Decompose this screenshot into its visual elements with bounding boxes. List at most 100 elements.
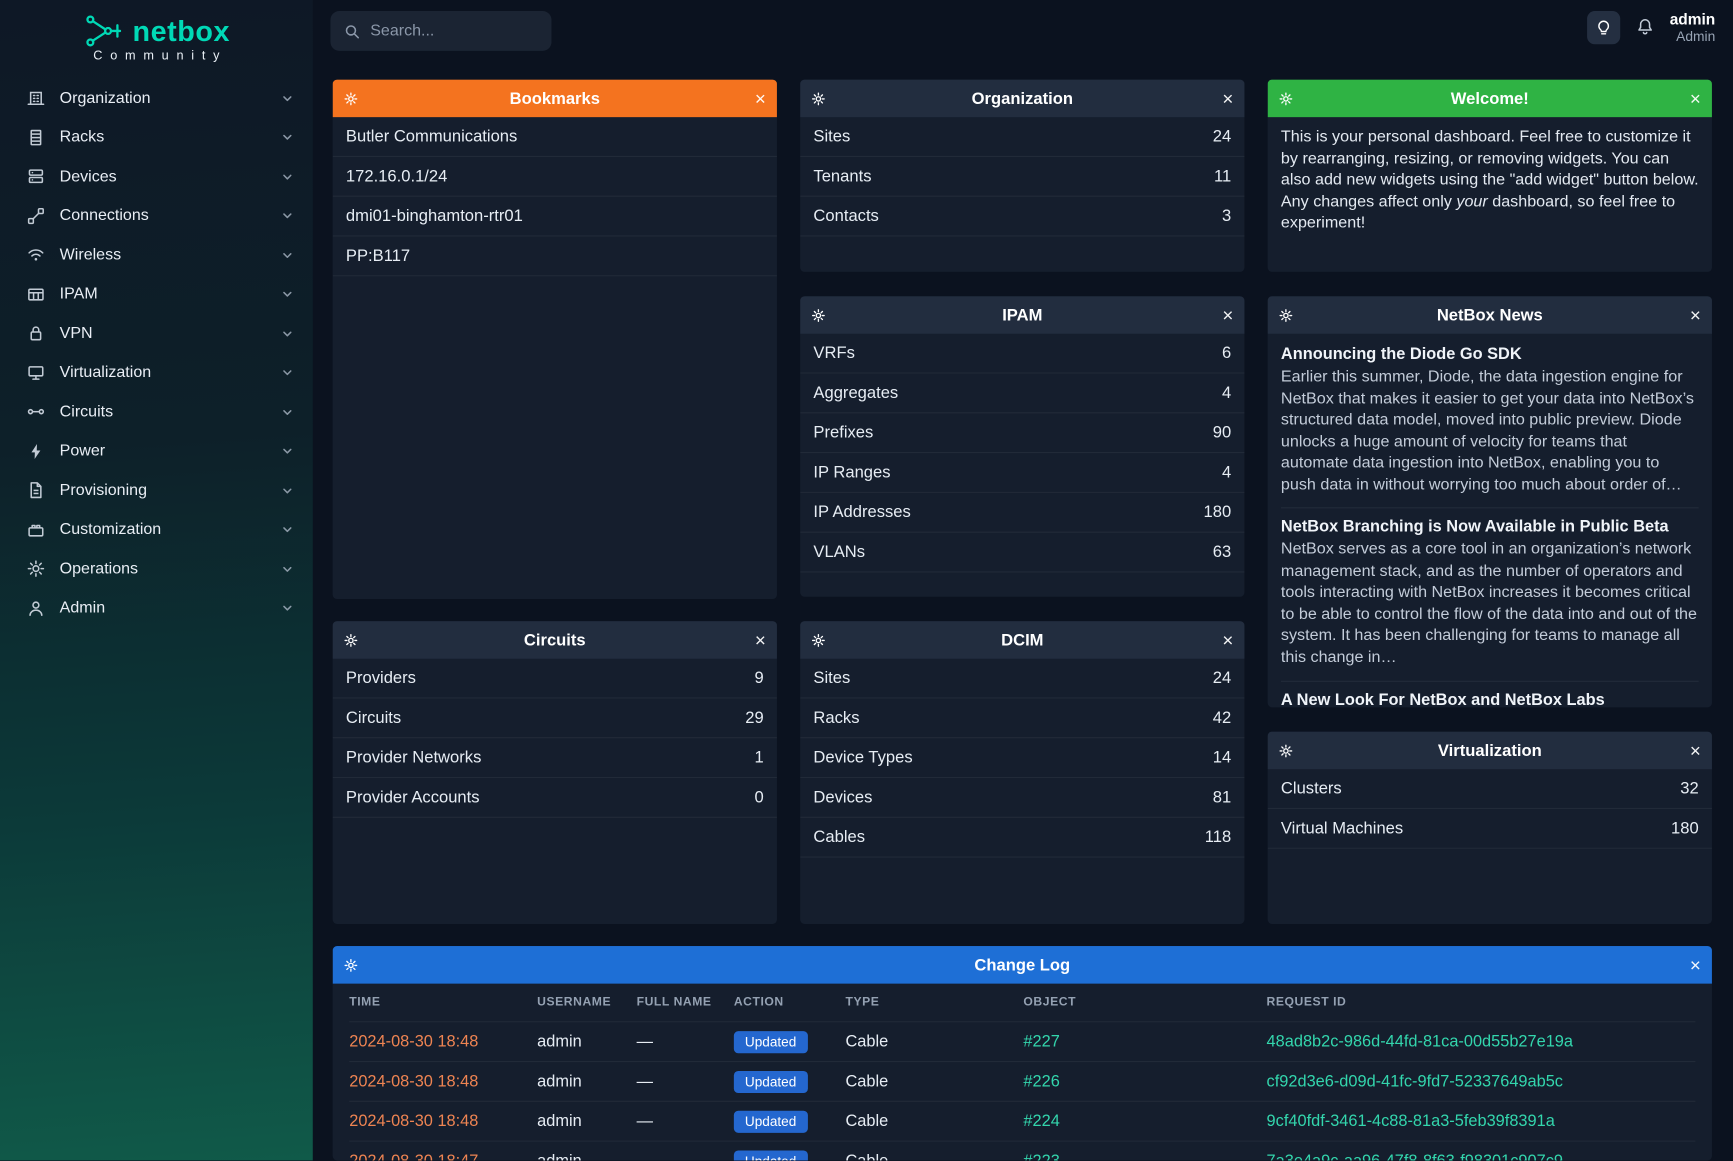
widget-header[interactable]: Circuits × (332, 621, 777, 659)
close-icon[interactable]: × (754, 87, 766, 109)
stat-label[interactable]: Virtual Machines (1280, 818, 1404, 838)
sidebar-item-ipam[interactable]: IPAM (0, 275, 313, 314)
gear-icon[interactable] (344, 633, 358, 647)
search-input[interactable] (370, 22, 539, 40)
changelog-time-link[interactable]: 2024-08-30 18:48 (349, 1072, 479, 1091)
bookmark-item[interactable]: 172.16.0.1/24 (332, 157, 777, 197)
sidebar-item-label: Wireless (59, 246, 122, 264)
stat-label[interactable]: IP Ranges (813, 463, 891, 482)
gear-icon[interactable] (811, 308, 825, 322)
news-headline-link[interactable]: NetBox Branching is Now Available in Pub… (1280, 518, 1669, 537)
news-headline-link[interactable]: Announcing the Diode Go SDK (1280, 345, 1522, 364)
connections-icon (27, 206, 46, 225)
sidebar-item-provisioning[interactable]: Provisioning (0, 471, 313, 510)
close-icon[interactable]: × (1222, 304, 1234, 326)
gear-icon[interactable] (1279, 308, 1293, 322)
changelog-request-id-link[interactable]: 48ad8b2c-986d-44fd-81ca-00d55b27e19a (1266, 1032, 1574, 1051)
bookmark-item[interactable]: Butler Communications (332, 117, 777, 157)
sidebar-item-vpn[interactable]: VPN (0, 314, 313, 353)
changelog-time-link[interactable]: 2024-08-30 18:48 (349, 1032, 479, 1051)
gear-icon[interactable] (1279, 743, 1293, 757)
stat-label[interactable]: Providers (345, 668, 416, 688)
changelog-request-id-link[interactable]: cf92d3e6-d09d-41fc-9fd7-52337649ab5c (1266, 1072, 1563, 1091)
sidebar-item-connections[interactable]: Connections (0, 196, 313, 235)
stat-label[interactable]: Clusters (1280, 779, 1342, 798)
user-menu[interactable]: admin Admin (1670, 10, 1716, 45)
chevron-down-icon (280, 600, 295, 615)
sidebar-item-power[interactable]: Power (0, 432, 313, 471)
changelog-time-link[interactable]: 2024-08-30 18:47 (349, 1152, 537, 1160)
changelog-object-link[interactable]: #227 (1023, 1032, 1060, 1051)
news-headline-link[interactable]: A New Look For NetBox and NetBox Labs (1280, 691, 1605, 708)
stat-label[interactable]: Provider Accounts (345, 788, 480, 807)
widget-header[interactable]: Virtualization × (1267, 731, 1712, 770)
changelog-full-name: — (636, 1112, 653, 1131)
widget-header[interactable]: DCIM × (800, 621, 1245, 659)
close-icon[interactable]: × (1222, 87, 1234, 109)
close-icon[interactable]: × (1689, 954, 1701, 976)
bookmark-item[interactable]: PP:B117 (332, 237, 777, 277)
stat-label[interactable]: Circuits (345, 708, 402, 728)
stat-label[interactable]: Provider Networks (345, 748, 482, 768)
gear-icon[interactable] (344, 91, 358, 105)
sidebar-item-label: Provisioning (59, 481, 147, 500)
stat-label[interactable]: Devices (813, 788, 873, 807)
close-icon[interactable]: × (1689, 739, 1701, 761)
gear-icon[interactable] (344, 958, 358, 972)
changelog-object-link[interactable]: #223 (1023, 1152, 1266, 1160)
close-icon[interactable]: × (1222, 629, 1234, 651)
sidebar-item-racks[interactable]: Racks (0, 118, 313, 157)
gear-icon[interactable] (811, 633, 825, 647)
stat-row: Devices 81 (800, 778, 1245, 818)
stat-label[interactable]: VLANs (813, 542, 866, 562)
widget-header[interactable]: IPAM × (800, 296, 1245, 334)
stat-row: Provider Networks 1 (332, 738, 777, 779)
stat-label[interactable]: Aggregates (813, 383, 899, 403)
changelog-object-link[interactable]: #226 (1023, 1072, 1060, 1091)
widget-header[interactable]: Change Log × (332, 946, 1712, 984)
close-icon[interactable]: × (754, 629, 766, 651)
stat-label[interactable]: VRFs (813, 343, 855, 363)
stat-label[interactable]: Sites (813, 127, 851, 146)
stat-label[interactable]: Prefixes (813, 423, 874, 443)
sidebar-item-customization[interactable]: Customization (0, 510, 313, 549)
change-log-table: TIME USERNAME FULL NAME ACTION TYPE OBJE… (333, 984, 1712, 1161)
chevron-down-icon (280, 483, 295, 498)
changelog-time-link[interactable]: 2024-08-30 18:48 (349, 1112, 479, 1131)
stat-label[interactable]: Contacts (813, 206, 879, 226)
column-header: OBJECT (1023, 995, 1077, 1010)
sidebar-item-wireless[interactable]: Wireless (0, 235, 313, 274)
chevron-down-icon (280, 90, 295, 105)
widget-header[interactable]: Organization × (800, 79, 1245, 118)
close-icon[interactable]: × (1689, 87, 1701, 109)
changelog-request-id-link[interactable]: 7a3e4a9c-aa96-47f8-8f63-f98301c907c9 (1267, 1152, 1696, 1160)
widget-header[interactable]: NetBox News × (1267, 296, 1712, 334)
changelog-object-link[interactable]: #224 (1023, 1112, 1060, 1131)
sidebar-item-virtualization[interactable]: Virtualization (0, 353, 313, 392)
sidebar-item-devices[interactable]: Devices (0, 157, 313, 196)
changelog-full-name: — (636, 1072, 653, 1091)
sidebar-item-organization[interactable]: Organization (0, 78, 313, 117)
bookmark-item[interactable]: dmi01-binghamton-rtr01 (332, 197, 777, 237)
netbox-logo[interactable]: netbox Community (0, 0, 313, 63)
stat-label[interactable]: Cables (813, 827, 866, 847)
stat-label[interactable]: Device Types (813, 748, 913, 768)
news-item: NetBox Branching is Now Available in Pub… (1280, 509, 1699, 682)
sidebar-item-operations[interactable]: Operations (0, 549, 313, 588)
sidebar-item-admin[interactable]: Admin (0, 589, 313, 628)
stat-label[interactable]: Sites (813, 668, 851, 688)
gear-icon[interactable] (1279, 91, 1293, 105)
sidebar-item-circuits[interactable]: Circuits (0, 392, 313, 431)
stat-label[interactable]: Tenants (813, 166, 872, 186)
changelog-request-id-link[interactable]: 9cf40fdf-3461-4c88-81a3-5feb39f8391a (1266, 1112, 1555, 1131)
notifications-button[interactable] (1635, 18, 1654, 37)
widget-header[interactable]: Welcome! × (1267, 79, 1712, 118)
theme-toggle-button[interactable] (1586, 10, 1620, 44)
gear-icon[interactable] (811, 91, 825, 105)
table-header-row: TIME USERNAME FULL NAME ACTION TYPE OBJE… (349, 984, 1695, 1022)
search-box[interactable] (330, 11, 552, 51)
widget-header[interactable]: Bookmarks × (332, 79, 777, 118)
stat-label[interactable]: IP Addresses (813, 502, 911, 522)
close-icon[interactable]: × (1689, 304, 1701, 326)
stat-label[interactable]: Racks (813, 708, 860, 728)
